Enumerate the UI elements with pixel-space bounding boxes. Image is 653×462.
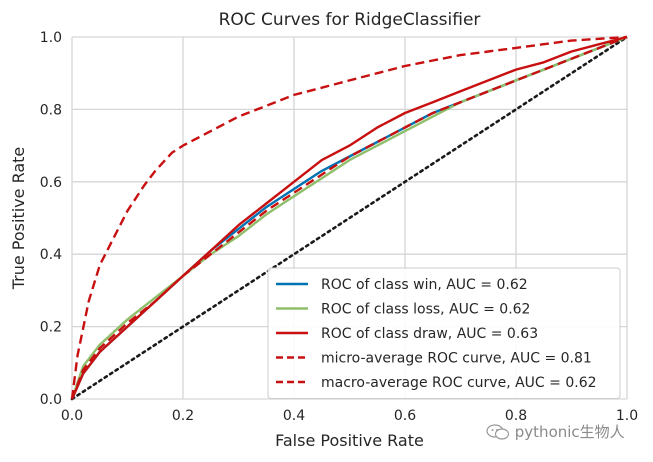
y-tick-label: 0.6 — [40, 175, 62, 191]
x-tick-label: 1.0 — [616, 408, 638, 424]
grid — [71, 36, 628, 400]
wechat-bubble-icon — [486, 424, 510, 440]
watermark-text: pythonic生物人 — [514, 423, 625, 441]
legend-label: ROC of class loss, AUC = 0.62 — [321, 302, 530, 318]
chart-title: ROC Curves for RidgeClassifier — [219, 10, 481, 30]
series-line — [70, 35, 628, 400]
legend-label: ROC of class win, AUC = 0.62 — [321, 277, 528, 293]
series-line — [70, 35, 628, 400]
x-tick-label: 0.0 — [61, 408, 83, 424]
series-line — [70, 35, 628, 400]
y-axis-label: True Positive Rate — [9, 147, 28, 291]
tick-labels: 0.0 0.2 0.4 0.6 0.8 1.0 0.0 0.2 0.4 0.6 0.8 1.0 — [40, 30, 638, 424]
series-line — [70, 35, 629, 401]
y-tick-label: 0.0 — [40, 392, 62, 408]
watermark: pythonic生物人 — [486, 421, 625, 442]
x-axis-label: False Positive Rate — [275, 431, 424, 450]
legend: ROC of class win, AUC = 0.62 ROC of class… — [267, 267, 621, 399]
legend-label: ROC of class draw, AUC = 0.63 — [321, 326, 538, 342]
y-tick-label: 0.4 — [40, 247, 62, 263]
x-tick-label: 0.4 — [283, 408, 305, 424]
legend-label: macro-average ROC curve, AUC = 0.62 — [321, 375, 597, 391]
x-tick-label: 0.8 — [505, 408, 527, 424]
y-tick-label: 1.0 — [40, 30, 62, 46]
series-layer — [70, 35, 629, 401]
y-tick-label: 0.8 — [40, 102, 62, 118]
x-tick-label: 0.2 — [172, 408, 194, 424]
y-tick-label: 0.2 — [40, 320, 62, 336]
x-tick-label: 0.6 — [394, 408, 416, 424]
legend-box — [267, 267, 621, 399]
legend-label: micro-average ROC curve, AUC = 0.81 — [321, 351, 592, 367]
